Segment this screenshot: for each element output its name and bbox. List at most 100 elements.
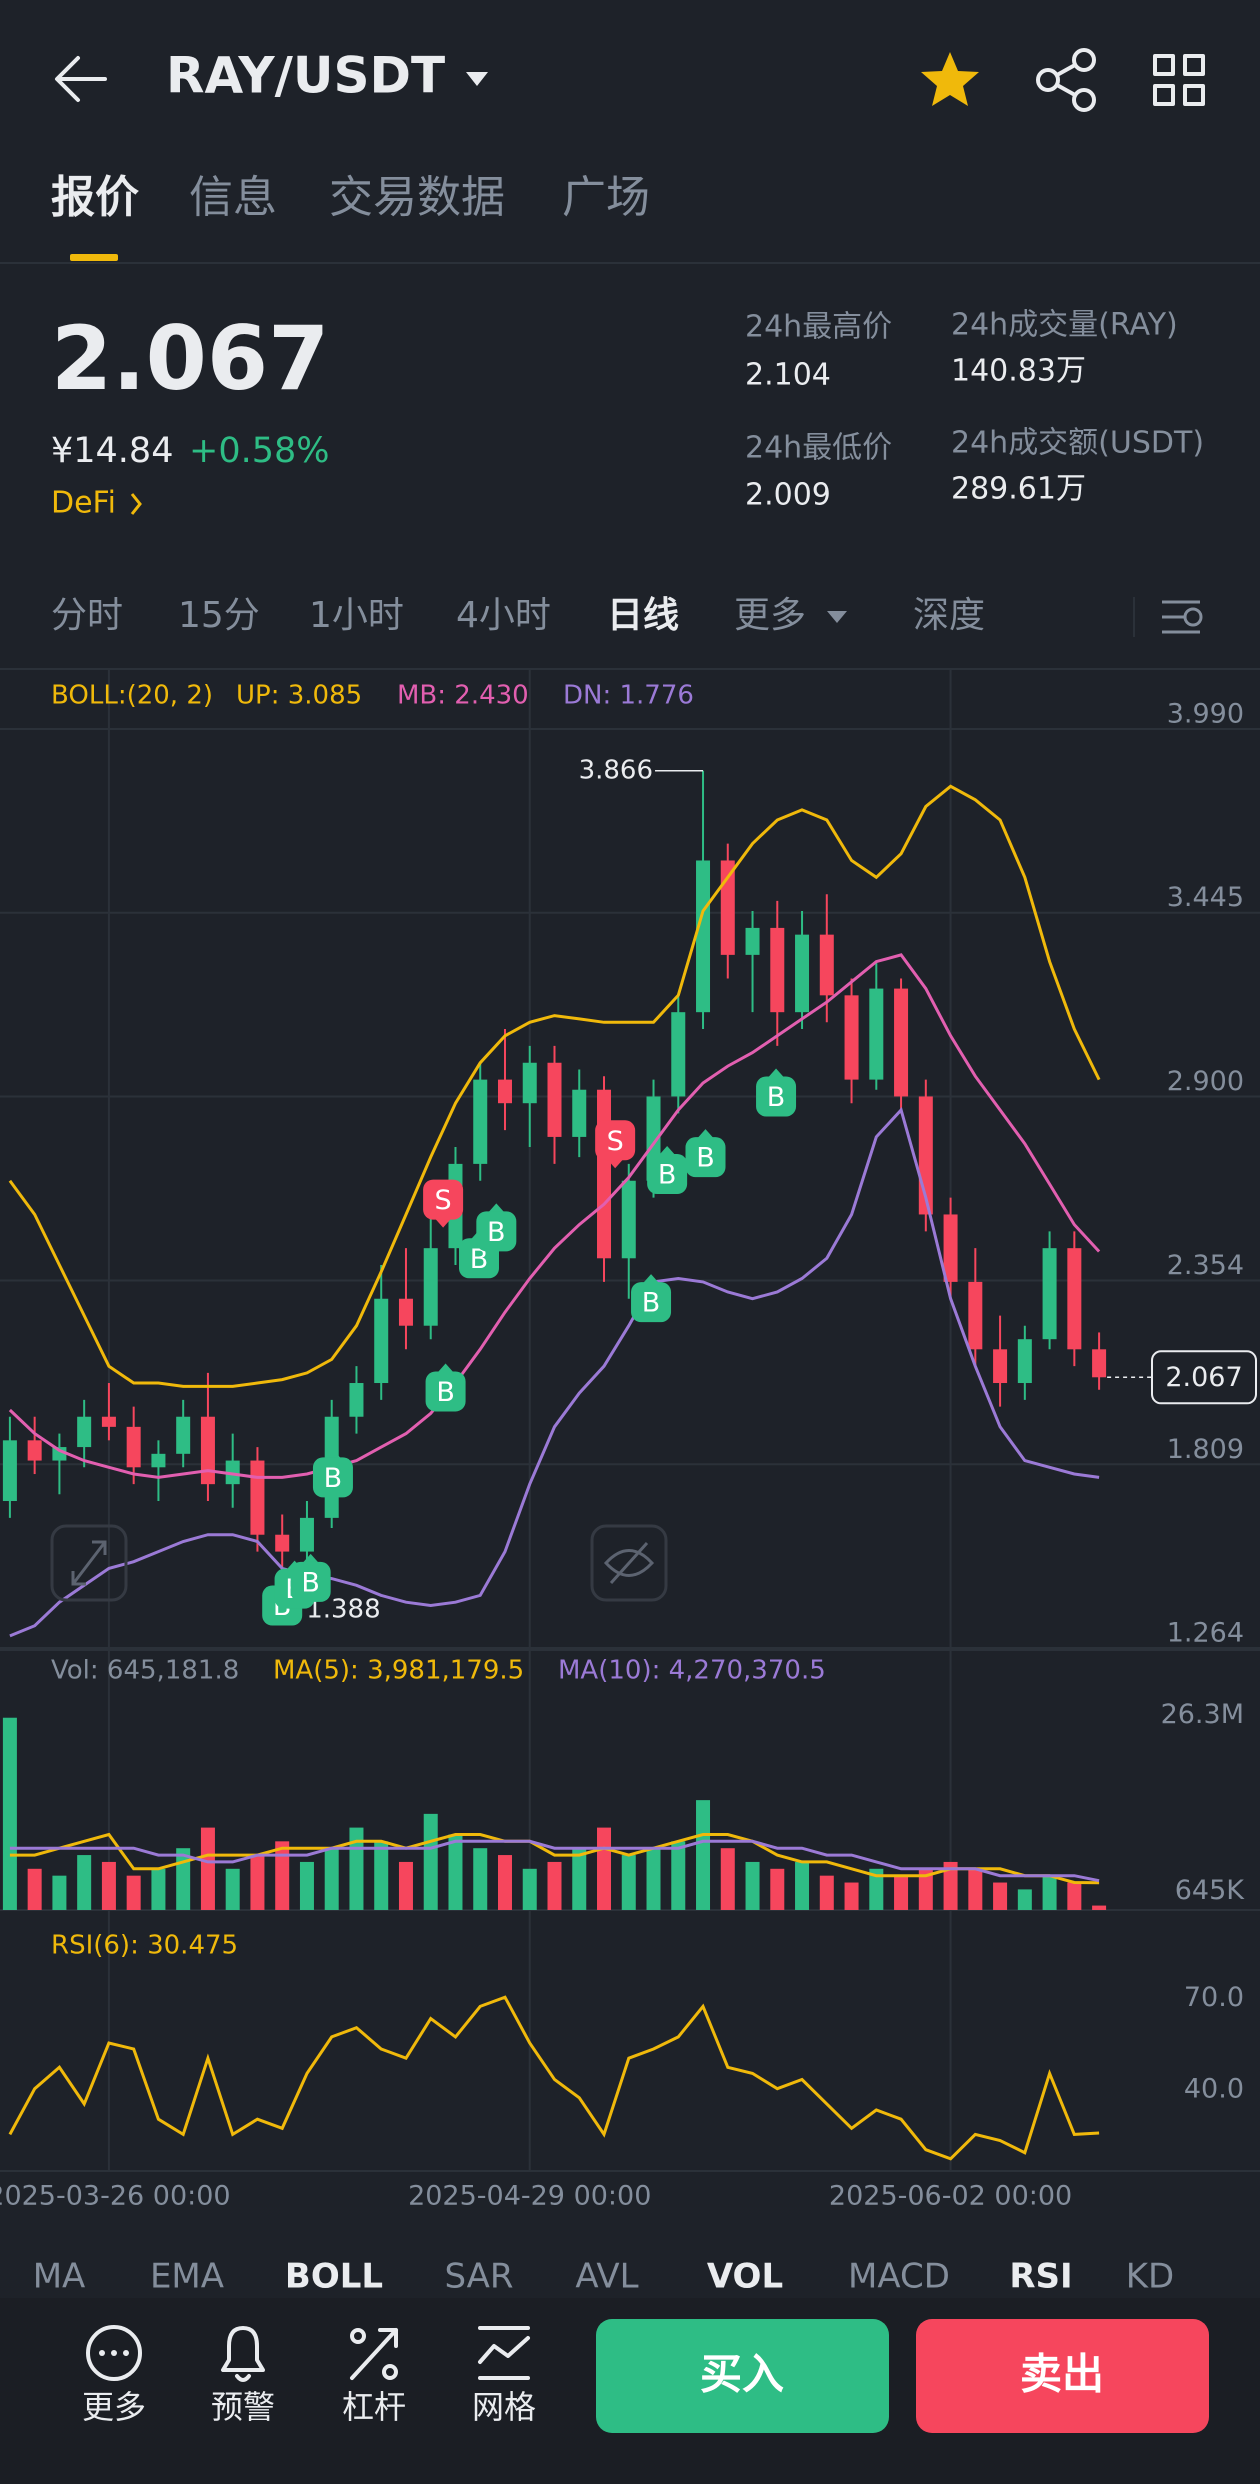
marker-badge — [476, 1211, 517, 1252]
candle-body — [176, 1416, 191, 1454]
buy-button[interactable] — [596, 2319, 889, 2433]
volume-bar — [1042, 1875, 1057, 1910]
volume-bar — [993, 1882, 1008, 1910]
share-button[interactable] — [1036, 48, 1096, 112]
interval[interactable]: 日线 — [607, 595, 679, 636]
y-tick-label: 3.445 — [1167, 882, 1244, 913]
interval[interactable]: 1小时 — [309, 595, 404, 636]
candle-body — [696, 860, 711, 1013]
candle-body — [299, 1517, 314, 1552]
share-icon — [1036, 68, 1060, 92]
indicator-tab[interactable]: RSI — [1009, 2257, 1072, 2297]
volume-bar — [646, 1848, 661, 1910]
volume-ma5 — [9, 1832, 1100, 1885]
marker-badge — [631, 1282, 672, 1323]
trade-marker: B — [631, 1274, 672, 1323]
alert-icon[interactable] — [221, 2326, 265, 2382]
leverage-icon[interactable] — [350, 2328, 398, 2380]
indicator-legend: MA(5): 3,981,179.5 — [273, 1656, 524, 1686]
indicator-tab[interactable]: MACD — [848, 2257, 950, 2297]
stat-value: 2.009 — [745, 478, 831, 513]
volume-bar — [299, 1861, 314, 1910]
candle-body — [993, 1349, 1008, 1384]
sell-button[interactable] — [916, 2319, 1209, 2433]
indicator-tab[interactable]: MA — [33, 2257, 86, 2297]
more-action[interactable] — [86, 2325, 142, 2381]
grid-bot-icon[interactable] — [478, 2326, 530, 2380]
volume-bar — [1017, 1889, 1032, 1910]
indicator-legend: BOLL:(20, 2) — [51, 681, 213, 711]
trade-marker: B — [312, 1449, 353, 1498]
stat-label: 24h成交量(RAY) — [951, 308, 1178, 343]
share-icon — [1072, 88, 1096, 112]
expand-button[interactable] — [50, 1524, 128, 1602]
chart-settings[interactable] — [1162, 600, 1203, 634]
volume-bar — [869, 1868, 884, 1910]
action-label[interactable]: 杠杆 — [342, 2388, 406, 2426]
price-change: +0.58% — [189, 431, 330, 471]
action-label[interactable]: 更多 — [82, 2388, 146, 2426]
volume-bar — [27, 1868, 42, 1910]
tab[interactable]: 交易数据 — [329, 172, 505, 223]
action-label[interactable]: 网格 — [472, 2388, 536, 2426]
marker-label: B — [487, 1217, 506, 1248]
tab[interactable]: 广场 — [562, 172, 650, 223]
indicator-tab[interactable]: SAR — [444, 2257, 513, 2297]
marker-pointer — [488, 1203, 505, 1213]
marker-badge — [756, 1076, 797, 1117]
marker-label: S — [435, 1185, 452, 1216]
candle-body — [1042, 1248, 1057, 1340]
action-label[interactable]: 预警 — [211, 2388, 275, 2426]
volume-bar — [374, 1841, 389, 1910]
indicator-legend: MA(10): 4,270,370.5 — [558, 1656, 826, 1686]
indicator-tab[interactable]: VOL — [707, 2257, 783, 2297]
chart: 2025-03-26 00:00 2025-04-29 00:00 2025-06-… — [0, 670, 1260, 2212]
candle-body — [844, 995, 859, 1080]
indicator-tab[interactable]: EMA — [150, 2257, 224, 2297]
volume-bar — [398, 1861, 413, 1910]
back-button[interactable] — [55, 56, 107, 102]
tab[interactable]: 信息 — [189, 172, 277, 223]
interval[interactable]: 分时 — [51, 595, 123, 636]
sector-link[interactable]: DeFi — [51, 486, 116, 521]
indicator-legend: RSI(6): 30.475 — [51, 1931, 238, 1961]
grid-icon — [1153, 54, 1175, 76]
candle-body — [621, 1180, 636, 1259]
last-price-label: 2.067 — [1165, 1362, 1242, 1393]
tab[interactable]: 报价 — [51, 172, 139, 223]
pair-title[interactable]: RAY/USDT — [166, 47, 445, 105]
buy-label[interactable]: 买入 — [700, 2350, 784, 2399]
layout-button[interactable] — [1153, 54, 1205, 106]
interval[interactable]: 更多 — [734, 595, 806, 636]
indicator-tab[interactable]: AVL — [575, 2257, 638, 2297]
candle-body — [572, 1089, 587, 1137]
volume-bar — [250, 1855, 265, 1910]
volume-bar — [126, 1875, 141, 1910]
stat-value: 2.104 — [745, 358, 831, 393]
indicator-tab[interactable]: KD — [1126, 2257, 1174, 2297]
sell-label[interactable]: 卖出 — [1020, 2350, 1104, 2399]
indicator-legend: UP: 3.085 — [236, 681, 362, 711]
divider — [0, 262, 1260, 264]
volume-bar — [1092, 1905, 1107, 1910]
trade-marker: S — [595, 1120, 636, 1169]
chevron — [130, 493, 142, 515]
indicator-legend: Vol: 645,181.8 — [51, 1656, 239, 1686]
candle-body — [275, 1534, 290, 1552]
eye-icon — [590, 1524, 668, 1602]
volume-bar — [275, 1841, 290, 1910]
candle-body — [770, 927, 785, 1013]
volume-bar — [473, 1848, 488, 1910]
volume-bar — [671, 1841, 686, 1910]
candle-body — [745, 927, 760, 955]
marker-pointer — [697, 1129, 714, 1139]
favorite-star[interactable] — [921, 52, 979, 106]
more-icon — [86, 2325, 142, 2381]
interval[interactable]: 4小时 — [456, 595, 551, 636]
hide-button[interactable] — [590, 1524, 668, 1602]
stat-value: 140.83万 — [951, 354, 1086, 389]
volume-bar — [324, 1848, 339, 1910]
interval[interactable]: 15分 — [178, 595, 260, 636]
indicator-tab[interactable]: BOLL — [285, 2257, 383, 2297]
interval[interactable]: 深度 — [913, 595, 985, 636]
